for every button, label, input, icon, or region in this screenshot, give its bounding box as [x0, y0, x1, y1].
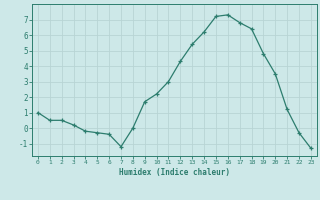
- X-axis label: Humidex (Indice chaleur): Humidex (Indice chaleur): [119, 168, 230, 177]
